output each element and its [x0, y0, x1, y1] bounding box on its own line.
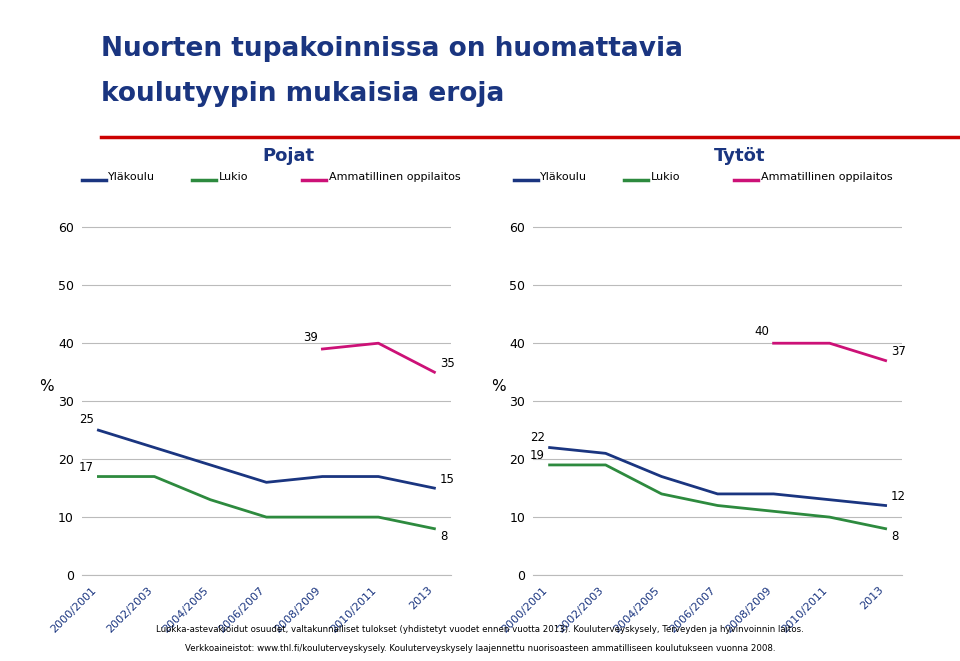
- Text: 25: 25: [79, 413, 94, 426]
- Y-axis label: %: %: [491, 379, 505, 394]
- Text: Verkkoaineistot: www.thl.fi/kouluterveyskysely. Kouluterveyskysely laajennettu n: Verkkoaineistot: www.thl.fi/kouluterveys…: [184, 644, 776, 654]
- Text: koulutyypin mukaisia eroja: koulutyypin mukaisia eroja: [101, 81, 504, 106]
- Text: 37: 37: [891, 345, 906, 358]
- Y-axis label: %: %: [39, 379, 54, 394]
- Text: 19: 19: [530, 449, 545, 463]
- Text: 35: 35: [440, 357, 455, 369]
- Text: 40: 40: [755, 325, 769, 338]
- Text: 22: 22: [530, 430, 545, 444]
- Text: Tytöt: Tytöt: [713, 147, 765, 165]
- Text: Lukio: Lukio: [651, 172, 681, 182]
- Text: 17: 17: [79, 461, 94, 474]
- Text: Ammatillinen oppilaitos: Ammatillinen oppilaitos: [329, 172, 461, 182]
- Text: Pojat: Pojat: [262, 147, 314, 165]
- Text: 8: 8: [440, 530, 447, 543]
- Text: Lukio: Lukio: [219, 172, 249, 182]
- Text: Yläkoulu: Yläkoulu: [108, 172, 156, 182]
- Text: Luokka-astevakioidut osuudet, valtakunnalliset tulokset (yhdistetyt vuodet ennen: Luokka-astevakioidut osuudet, valtakunna…: [156, 625, 804, 634]
- Text: 8: 8: [891, 530, 899, 543]
- Text: 12: 12: [891, 490, 906, 503]
- Text: Nuorten tupakoinnissa on huomattavia: Nuorten tupakoinnissa on huomattavia: [101, 36, 683, 62]
- Text: Ammatillinen oppilaitos: Ammatillinen oppilaitos: [761, 172, 893, 182]
- Text: 39: 39: [303, 330, 318, 344]
- Text: Yläkoulu: Yläkoulu: [540, 172, 588, 182]
- Text: 15: 15: [440, 473, 455, 486]
